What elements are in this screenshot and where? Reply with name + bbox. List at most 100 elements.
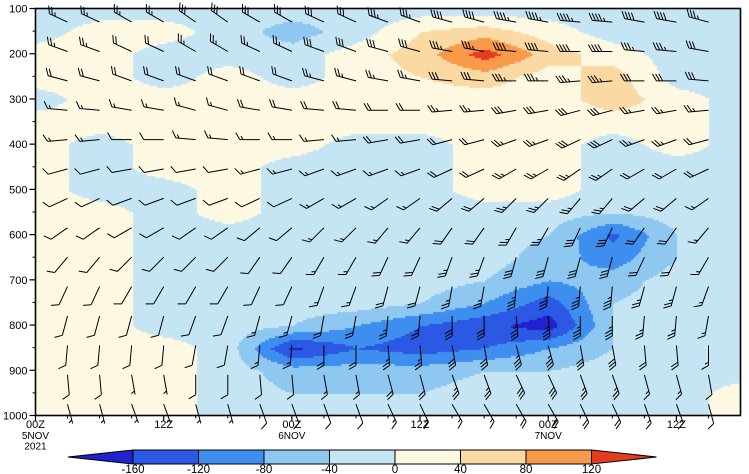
wind-barb xyxy=(309,286,325,308)
wind-barb xyxy=(555,139,581,149)
wind-barb xyxy=(588,12,613,23)
wind-barb xyxy=(344,315,357,339)
wind-barb xyxy=(460,71,485,82)
wind-barb xyxy=(300,101,324,111)
wind-barb xyxy=(451,374,460,401)
wind-barb xyxy=(522,139,549,147)
colorbar-label: -40 xyxy=(321,464,338,474)
wind-barb xyxy=(195,404,202,424)
wind-barb xyxy=(177,33,196,52)
colorbar-left-arrow xyxy=(67,449,134,465)
wind-barb xyxy=(62,374,70,400)
wind-barb xyxy=(394,135,421,144)
wind-barb xyxy=(611,374,620,401)
wind-barb xyxy=(687,227,709,244)
y-axis: 100 200 300 400 500 600 700 800 900 1000 xyxy=(3,4,36,423)
colorbar-segment xyxy=(394,449,461,465)
wind-barb xyxy=(371,256,389,277)
wind-barb xyxy=(331,197,357,209)
wind-barb xyxy=(335,36,357,52)
wind-barb xyxy=(269,99,292,111)
wind-barb xyxy=(656,227,677,245)
wind-barb xyxy=(620,42,645,52)
wind-barb xyxy=(406,286,421,309)
wind-barb xyxy=(50,286,68,306)
x-tick-label: 00Z xyxy=(26,419,45,431)
wind-barb xyxy=(239,66,260,82)
wind-barb xyxy=(367,7,389,23)
y-tick-label: 900 xyxy=(9,365,27,377)
wind-barb xyxy=(331,134,357,142)
wind-barb xyxy=(282,345,293,370)
colorbar-right-arrow xyxy=(591,449,657,465)
wind-barb xyxy=(320,374,328,401)
wind-barb xyxy=(366,38,389,52)
wind-barb xyxy=(686,8,709,23)
wind-barb xyxy=(619,139,645,147)
wind-barb xyxy=(140,99,164,111)
wind-barb xyxy=(705,374,713,401)
wind-barb xyxy=(266,168,293,175)
wind-barb xyxy=(74,197,100,208)
wind-barb xyxy=(254,374,263,400)
y-tick-label: 200 xyxy=(9,49,27,61)
wind-barb xyxy=(173,256,197,272)
wind-barb xyxy=(608,345,617,371)
wind-barb xyxy=(447,345,457,371)
wind-barb xyxy=(523,168,549,180)
wind-barb xyxy=(241,4,261,23)
wind-barb xyxy=(459,104,485,113)
wind-barb xyxy=(107,132,132,141)
wind-barb xyxy=(365,69,389,82)
wind-barb xyxy=(697,315,709,339)
wind-barb xyxy=(363,103,388,111)
wind-barb xyxy=(440,286,453,310)
y-tick-label: 100 xyxy=(9,4,27,16)
wind-barb xyxy=(430,8,453,23)
wind-barb xyxy=(298,168,325,177)
wind-barb xyxy=(86,315,101,338)
wind-barb xyxy=(395,103,420,111)
x-tick-sublabel: 5NOV xyxy=(22,431,50,442)
x-tick-label: 00Z xyxy=(282,419,301,431)
colorbar-label: -80 xyxy=(256,464,273,474)
wind-barb xyxy=(707,404,715,430)
wind-barb xyxy=(180,315,197,337)
wind-barbs xyxy=(42,2,715,430)
x-tick-sublabel: 7NOV xyxy=(535,431,563,442)
wind-barb xyxy=(591,198,613,215)
wind-barb xyxy=(184,345,197,369)
wind-barb xyxy=(106,165,132,173)
wind-barb xyxy=(267,132,292,141)
wind-barb xyxy=(573,316,581,341)
wind-barb xyxy=(99,404,106,424)
wind-barb xyxy=(175,66,196,82)
wind-barb xyxy=(631,286,645,309)
wind-barb xyxy=(367,227,389,244)
wind-barb xyxy=(332,101,357,111)
wind-barb xyxy=(651,106,677,115)
wind-barb xyxy=(387,403,397,430)
wind-barb xyxy=(547,374,558,400)
wind-barb xyxy=(118,315,133,338)
wind-barb xyxy=(588,168,613,181)
wind-barb xyxy=(675,404,684,430)
wind-barb xyxy=(599,257,613,280)
wind-barb xyxy=(670,345,679,371)
wind-barb xyxy=(154,345,165,370)
wind-barb xyxy=(207,66,228,82)
wind-barb xyxy=(396,197,421,211)
wind-barb xyxy=(429,198,453,212)
y-tick-label: 1000 xyxy=(3,411,27,423)
wind-barb xyxy=(271,66,293,82)
wind-barb xyxy=(461,40,485,52)
wind-barb xyxy=(259,404,268,430)
y-tick-label: 400 xyxy=(9,139,27,151)
wind-barb xyxy=(659,256,677,277)
wind-barb xyxy=(131,374,136,395)
wind-barb xyxy=(437,257,453,278)
wind-barb xyxy=(58,345,68,370)
wind-barb xyxy=(684,197,709,211)
wind-barb xyxy=(45,67,68,82)
wind-barb xyxy=(515,374,526,400)
